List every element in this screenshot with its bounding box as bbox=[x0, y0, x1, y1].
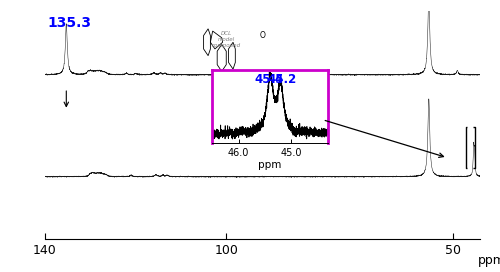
Text: O: O bbox=[260, 31, 266, 40]
Text: 45.4: 45.4 bbox=[254, 73, 284, 86]
Text: ppm: ppm bbox=[478, 254, 500, 267]
Text: 45.2: 45.2 bbox=[267, 73, 296, 86]
Text: DCL
model
compound: DCL model compound bbox=[212, 31, 241, 48]
Text: 135.3: 135.3 bbox=[48, 17, 92, 30]
X-axis label: ppm: ppm bbox=[258, 160, 282, 170]
